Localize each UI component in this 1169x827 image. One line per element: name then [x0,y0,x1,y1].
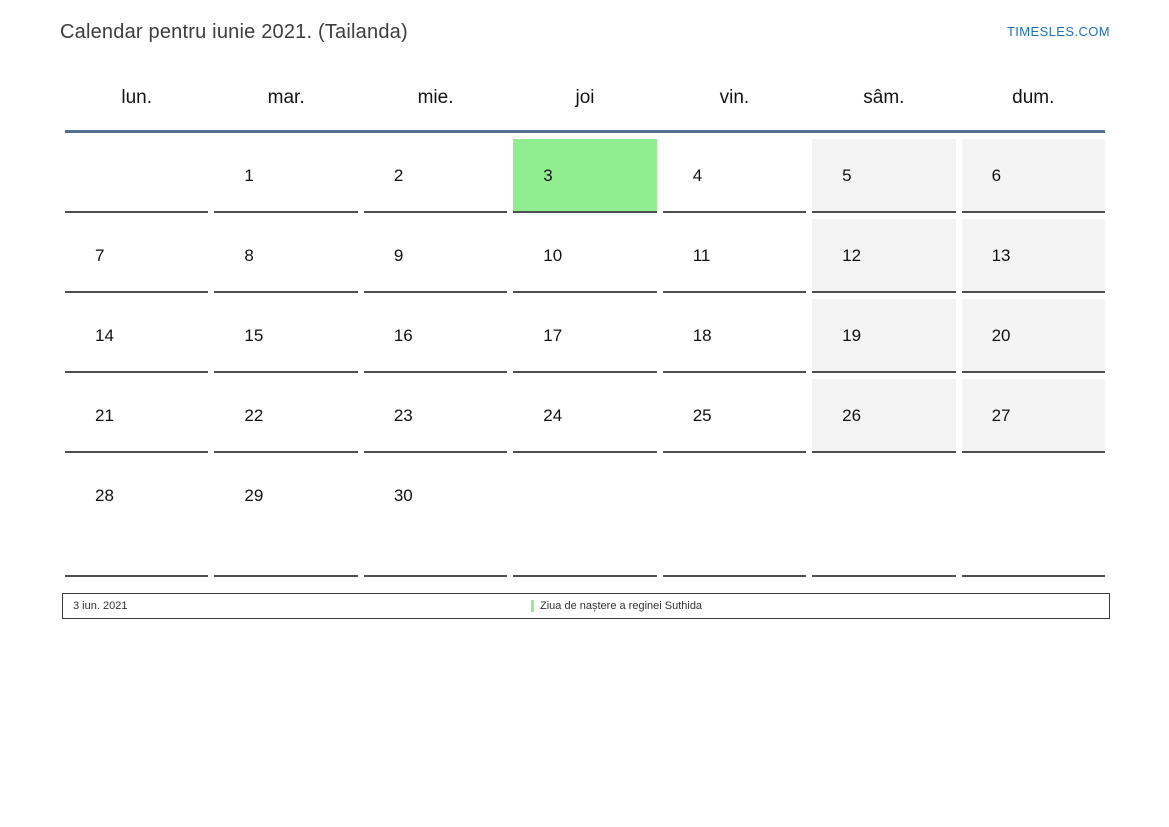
calendar-cell-empty [662,459,807,577]
calendar-cell-day-7: 7 [65,219,209,293]
header-divider-rule [65,130,1105,133]
calendar-cell-day-18: 18 [662,299,807,373]
weekday-header-row: lun. mar. mie. joi vin. sâm. dum. [65,87,1105,109]
calendar-cell-day-23: 23 [363,379,508,453]
page-title: Calendar pentru iunie 2021. (Tailanda) [60,21,408,43]
calendar-cell-empty [961,459,1105,577]
legend-box: 3 iun. 2021 Ziua de naștere a reginei Su… [62,593,1110,619]
calendar-cell-day-26: 26 [812,379,956,453]
legend-event: Ziua de naștere a reginei Suthida [531,600,702,612]
calendar-cell-day-15: 15 [214,299,358,373]
timesles-link[interactable]: TIMESLES.COM [1006,24,1110,39]
calendar-cell-day-12: 12 [812,219,956,293]
calendar-cell-day-11: 11 [662,219,807,293]
weekday-header-wed: mie. [417,87,454,108]
calendar-cell-day-30: 30 [363,459,508,577]
calendar-cell-day-20: 20 [961,299,1105,373]
calendar-cell-highlighted-day-3: 3 [513,139,657,213]
calendar-cell-day-6: 6 [961,139,1105,213]
calendar-cell-day-21: 21 [65,379,209,453]
weekday-header-tue: mar. [267,87,305,108]
calendar-cell-day-9: 9 [363,219,508,293]
calendar-cell-day-25: 25 [662,379,807,453]
calendar-cell-empty [513,459,657,577]
weekday-header-mon: lun. [121,87,153,108]
calendar-cell-empty [65,139,209,213]
legend-date: 3 iun. 2021 [73,600,128,612]
event-marker-icon [531,600,534,612]
calendar-cell-day-2: 2 [363,139,508,213]
calendar-cell-day-10: 10 [513,219,657,293]
calendar-cell-day-5: 5 [812,139,956,213]
weekday-header-thu: joi [575,87,595,108]
calendar-cell-day-19: 19 [812,299,956,373]
calendar-cell-day-22: 22 [214,379,358,453]
calendar-cell-day-8: 8 [214,219,358,293]
calendar-cell-day-17: 17 [513,299,657,373]
calendar-cell-day-24: 24 [513,379,657,453]
calendar-cell-day-4: 4 [662,139,807,213]
weekday-header-sun: dum. [1012,87,1055,108]
calendar-cell-empty [812,459,956,577]
calendar-cell-day-1: 1 [214,139,358,213]
calendar-cell-day-14: 14 [65,299,209,373]
calendar-cell-day-16: 16 [363,299,508,373]
calendar-cell-day-27: 27 [961,379,1105,453]
calendar-cell-day-29: 29 [214,459,358,577]
legend-event-label: Ziua de naștere a reginei Suthida [540,600,703,612]
weekday-header-fri: vin. [719,87,750,108]
calendar-cell-day-13: 13 [961,219,1105,293]
calendar-cell-day-28: 28 [65,459,209,577]
calendar-grid: 1 2 3 4 5 6 7 8 9 10 11 12 13 14 15 16 17 18 19 20 21 22 23 24 2… [65,139,1105,577]
weekday-header-sat: sâm. [863,87,905,108]
